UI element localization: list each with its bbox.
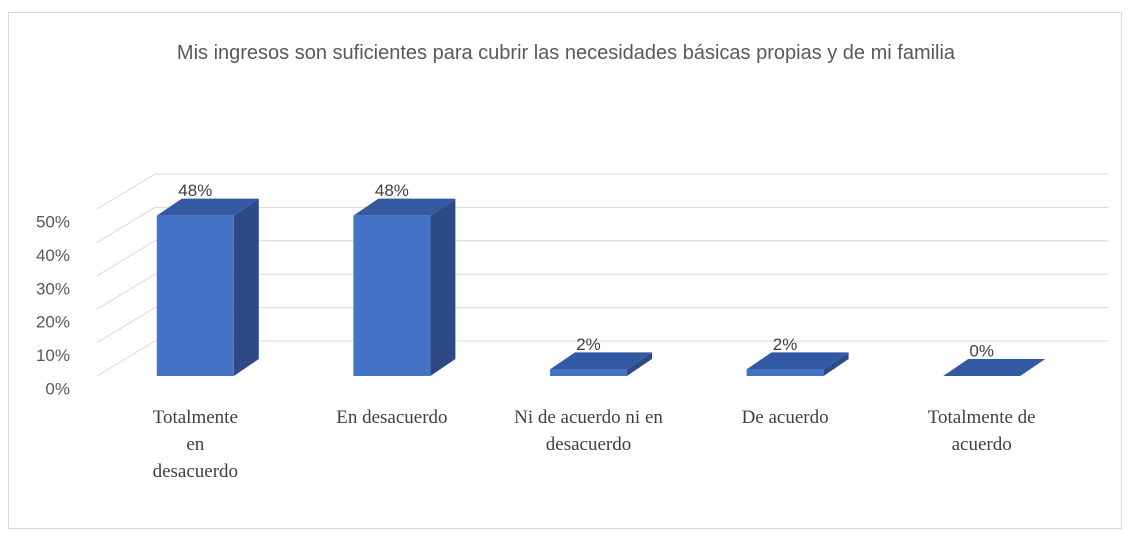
value-label: 48% — [178, 181, 212, 200]
grid-line — [96, 340, 1108, 377]
bar-top — [746, 352, 849, 370]
grid-line — [96, 307, 1108, 344]
x-tick-label: Totalmente de acuerdo — [927, 407, 1036, 455]
x-tick-label: Totalmente en desacuerdo — [152, 407, 239, 482]
chart-title: Mis ingresos son suficientes para cubrir… — [176, 42, 956, 64]
grid-line — [96, 173, 1108, 210]
bar-top — [550, 352, 652, 370]
y-tick-label: 40% — [36, 246, 70, 265]
bar-side — [233, 198, 259, 376]
y-tick-label: 50% — [36, 212, 70, 231]
value-label: 2% — [773, 335, 798, 354]
bar — [156, 215, 234, 376]
grid-line — [96, 206, 1108, 243]
grid-line — [96, 273, 1108, 310]
bar-top — [156, 198, 259, 216]
y-tick-label: 0% — [45, 379, 70, 398]
x-tick-label: De acuerdo — [741, 407, 829, 428]
x-tick-label: En desacuerdo — [336, 407, 448, 428]
y-tick-label: 10% — [36, 346, 70, 365]
bar — [550, 369, 627, 376]
bar-top — [353, 198, 456, 216]
value-label: 2% — [576, 335, 601, 354]
chart-border — [8, 12, 1122, 529]
y-tick-label: 20% — [36, 313, 70, 332]
bar-side — [627, 352, 652, 376]
x-tick-label: Ni de acuerdo ni en desacuerdo — [514, 407, 663, 455]
bar-top — [943, 359, 1046, 376]
grid-line — [96, 240, 1108, 277]
value-label: 48% — [375, 181, 409, 200]
bar — [353, 215, 431, 376]
y-tick-label: 30% — [36, 279, 70, 298]
bar-side — [430, 198, 456, 376]
bar — [746, 369, 824, 376]
bar-side — [823, 352, 849, 376]
value-label: 0% — [969, 341, 994, 360]
